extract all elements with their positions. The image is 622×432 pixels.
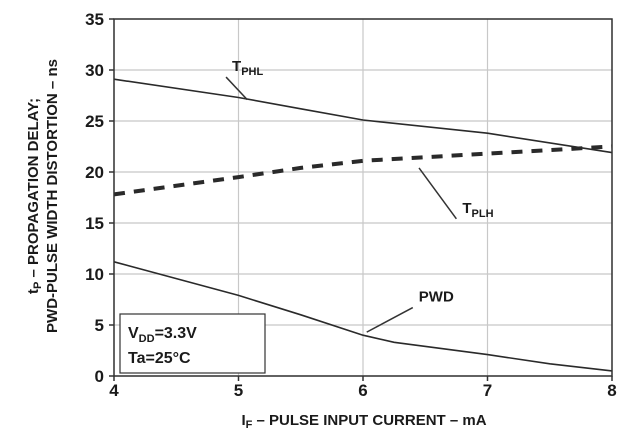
x-axis-title: IF – PULSE INPUT CURRENT – mA	[241, 412, 486, 431]
annotations: TPHL TPLH PWD	[225, 58, 494, 333]
conditions-box-frame	[119, 313, 266, 374]
ta-condition: Ta=25°C	[128, 350, 191, 367]
x-tick-labels: 4 5 6 7 8	[109, 381, 616, 400]
x-tick-label: 8	[607, 381, 616, 400]
x-tick-label: 5	[234, 381, 243, 400]
y-tick-labels: 0 5 10 15 20 25 30 35	[85, 10, 104, 386]
annotation-leader-line	[366, 306, 414, 333]
annotation-leader-line	[418, 167, 457, 220]
series-line-t-phl	[113, 78, 613, 154]
conditions-box: VDD=3.3V Ta=25°C	[119, 313, 266, 374]
series-line-t-plh	[113, 144, 613, 197]
y-tick-label: 35	[85, 10, 104, 29]
plot-frame	[109, 18, 613, 381]
series-label: PWD	[419, 289, 454, 306]
x-tick-label: 4	[109, 381, 119, 400]
series-line-pwd	[113, 261, 613, 372]
annotation-leader-line	[225, 76, 248, 101]
y-axis-title-line1: tP – PROPAGATION DELAY;	[25, 98, 44, 294]
x-tick-label: 7	[483, 381, 492, 400]
series-lines	[113, 78, 613, 372]
series-label: TPHL	[232, 58, 263, 78]
y-tick-label: 30	[85, 61, 104, 80]
y-tick-label: 5	[95, 316, 104, 335]
y-tick-label: 10	[85, 265, 104, 284]
y-tick-label: 25	[85, 112, 104, 131]
vdd-condition: VDD=3.3V	[128, 325, 197, 345]
y-tick-label: 0	[95, 367, 104, 386]
y-tick-label: 20	[85, 163, 104, 182]
x-tick-label: 6	[358, 381, 367, 400]
series-label: TPLH	[462, 200, 493, 220]
y-tick-label: 15	[85, 214, 104, 233]
y-axis-title-line2: PWD-PULSE WIDTH DISTORTION – ns	[44, 59, 61, 333]
